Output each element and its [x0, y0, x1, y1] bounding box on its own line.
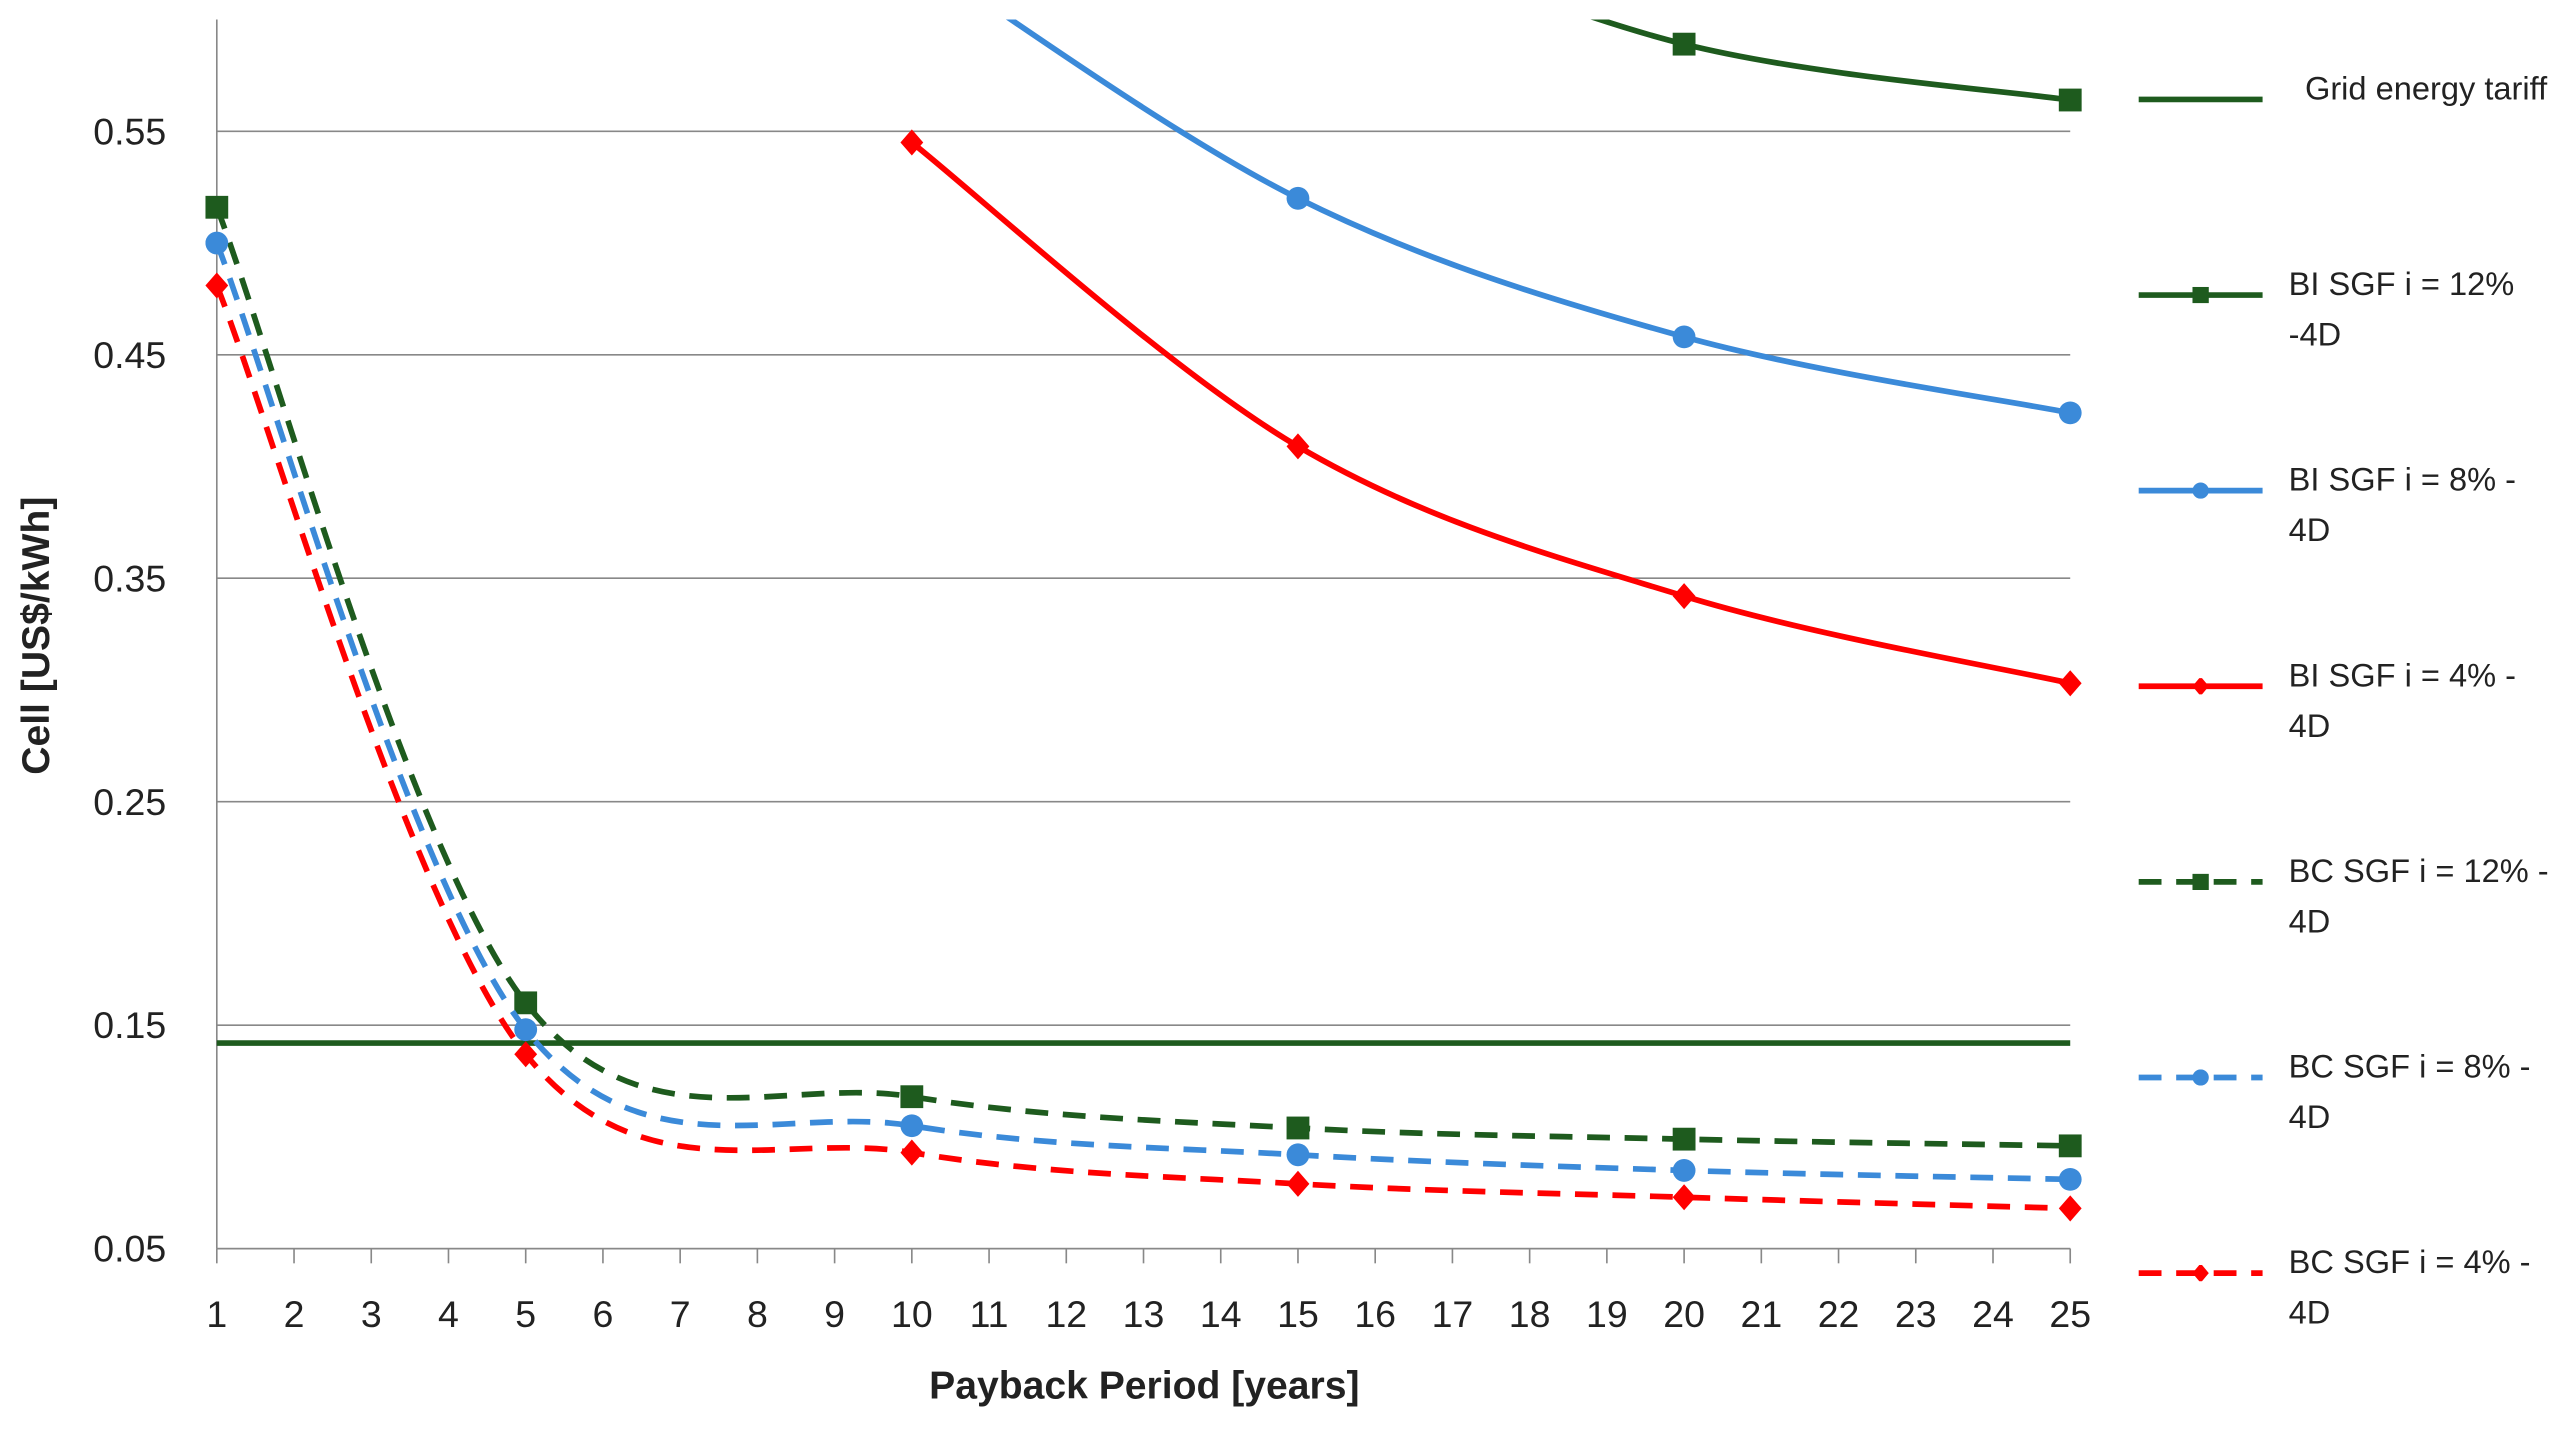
- legend-swatch: [2138, 482, 2263, 499]
- marker: [2058, 670, 2082, 697]
- marker: [1286, 1170, 1310, 1197]
- y-tick-label: 0.45: [93, 334, 166, 376]
- y-axis-title: Cell [US$/kWh]: [15, 497, 58, 775]
- x-tick-label: 18: [1509, 1293, 1551, 1335]
- series-line: [1005, 19, 2071, 416]
- marker: [205, 231, 229, 255]
- x-tick-label: 20: [1663, 1293, 1705, 1335]
- legend-entry: BI SGF i = 4% - 4D: [2135, 659, 2556, 754]
- x-tick-label: 16: [1354, 1293, 1396, 1335]
- legend-label: BI SGF i = 8% - 4D: [2288, 462, 2517, 550]
- y-tick-label: 0.35: [93, 557, 166, 599]
- legend-entry: BI SGF i = 8% - 4D: [2135, 463, 2556, 558]
- marker: [1672, 1159, 1696, 1182]
- legend-swatch: [2138, 873, 2263, 891]
- legend-entry: BC SGF i = 4% - 4D: [2135, 1245, 2556, 1340]
- x-tick-label: 17: [1432, 1293, 1474, 1335]
- chart: Payback Period [years] Cell [US$/kWh] 0.…: [15, 19, 2091, 1408]
- marker: [900, 1139, 924, 1166]
- marker: [2058, 88, 2082, 112]
- marker: [2058, 401, 2082, 425]
- marker: [1286, 1143, 1310, 1167]
- legend-entry: BC SGF i = 8% - 4D: [2135, 1050, 2556, 1145]
- marker: [1672, 583, 1696, 610]
- legend-entry: BC SGF i = 12% - 4D: [2135, 854, 2556, 949]
- marker: [2058, 1134, 2082, 1158]
- x-tick-label: 6: [593, 1293, 614, 1335]
- y-tick-label: 0.25: [93, 781, 166, 823]
- marker: [2192, 286, 2209, 304]
- marker: [2192, 678, 2209, 695]
- marker: [1286, 433, 1310, 460]
- marker: [900, 1085, 924, 1109]
- legend-label: Grid energy tariff: [2304, 71, 2548, 108]
- marker: [2058, 1195, 2082, 1222]
- x-tick-label: 14: [1200, 1293, 1242, 1335]
- plot-area: [205, 19, 2082, 1222]
- legend-swatch: [2138, 286, 2263, 304]
- marker: [900, 1114, 924, 1138]
- legend-swatch: [2138, 96, 2263, 103]
- series-line: [214, 206, 2071, 1149]
- x-tick-label: 3: [361, 1293, 382, 1335]
- x-tick-label: 19: [1586, 1293, 1628, 1335]
- marker: [1672, 32, 1696, 56]
- legend-label: BC SGF i = 8% - 4D: [2288, 1049, 2531, 1137]
- x-tick-label: 5: [515, 1293, 536, 1335]
- x-tick-label: 25: [2049, 1293, 2091, 1335]
- x-tick-label: 7: [670, 1293, 691, 1335]
- marker: [205, 195, 229, 219]
- marker: [1672, 1127, 1696, 1151]
- marker: [2192, 873, 2209, 891]
- y-tick-label: 0.05: [93, 1228, 166, 1270]
- marker: [1672, 325, 1696, 349]
- marker: [1286, 1116, 1310, 1140]
- marker: [2192, 482, 2209, 499]
- marker: [514, 991, 538, 1015]
- x-tick-label: 24: [1972, 1293, 2014, 1335]
- legend-label: BC SGF i = 4% - 4D: [2288, 1245, 2531, 1332]
- marker: [2192, 1069, 2209, 1086]
- marker: [205, 272, 229, 299]
- legend: Grid energy tariff BI SGF i = 12% -4D BI S…: [2135, 0, 2556, 1434]
- legend-entry: Grid energy tariff: [2135, 72, 2556, 116]
- x-tick-label: 1: [206, 1293, 227, 1335]
- x-tick-label: 21: [1740, 1293, 1782, 1335]
- x-tick-label: 13: [1123, 1293, 1165, 1335]
- x-tick-label: 2: [284, 1293, 305, 1335]
- legend-swatch: [2138, 1069, 2263, 1086]
- legend-label: BI SGF i = 12% -4D: [2288, 267, 2515, 354]
- legend-label: BC SGF i = 12% - 4D: [2288, 854, 2549, 941]
- legend-swatch: [2138, 1264, 2263, 1282]
- legend-swatch: [2138, 678, 2263, 695]
- legend-label: BI SGF i = 4% - 4D: [2288, 658, 2517, 745]
- x-tick-label: 9: [824, 1293, 845, 1335]
- x-tick-label: 23: [1895, 1293, 1937, 1335]
- x-tick-label: 15: [1277, 1293, 1319, 1335]
- x-axis-title: Payback Period [years]: [929, 1365, 1359, 1408]
- x-tick-label: 4: [438, 1293, 459, 1335]
- marker: [1672, 1184, 1696, 1211]
- marker: [2058, 1167, 2082, 1191]
- x-tick-label: 11: [970, 1293, 1009, 1335]
- series-line: [910, 140, 2071, 687]
- x-tick-label: 10: [891, 1293, 933, 1335]
- y-tick-label: 0.15: [93, 1004, 166, 1046]
- marker: [514, 1018, 538, 1042]
- x-tick-label: 22: [1818, 1293, 1860, 1335]
- marker: [900, 129, 924, 156]
- legend-entry: BI SGF i = 12% -4D: [2135, 267, 2556, 362]
- marker: [2192, 1264, 2209, 1282]
- marker: [1286, 186, 1310, 210]
- x-tick-label: 12: [1045, 1293, 1087, 1335]
- series-line: [214, 241, 2071, 1183]
- series-line: [214, 284, 2071, 1212]
- x-tick-label: 8: [747, 1293, 768, 1335]
- y-tick-label: 0.55: [93, 110, 166, 152]
